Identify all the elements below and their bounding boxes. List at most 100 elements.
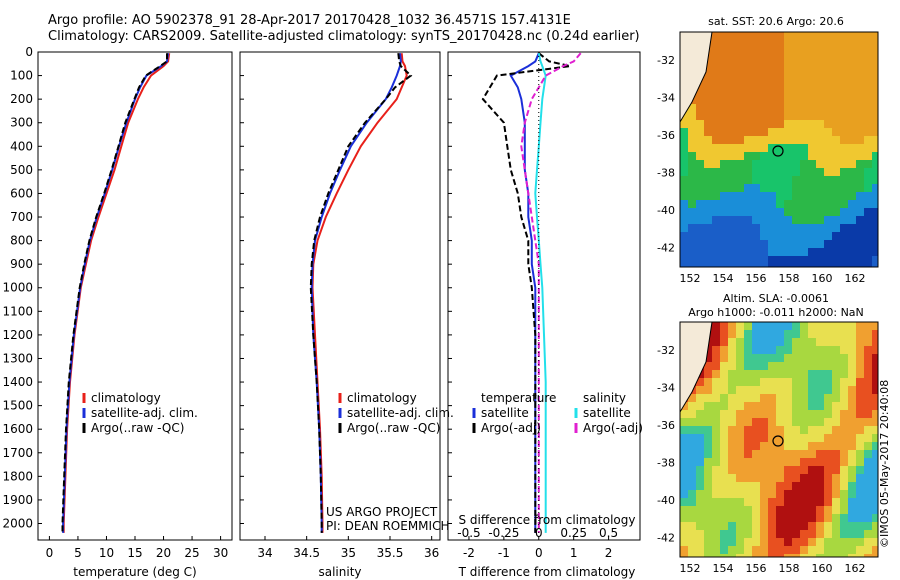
top-x-tick-label: -0.25 [488,526,519,540]
sla-map-title-line2: Argo h1000: -0.011 h2000: NaN [688,306,864,319]
depth-tick-label: 600 [10,186,33,200]
x-tick-label: 10 [99,546,114,560]
x-tick-label: 1 [570,546,578,560]
sst-map-lat-tick: -38 [657,167,675,180]
x-tick-label: 0 [535,546,543,560]
x-tick-label: 36 [424,546,439,560]
x-tick-label: 5 [74,546,82,560]
top-x-tick-label: 0.5 [599,526,618,540]
x-tick-label: 15 [127,546,142,560]
depth-tick-label: 200 [10,92,33,106]
x-tick-label: 34 [257,546,272,560]
plot-frame-salinity-profile [239,51,441,541]
x-tick-label: -2 [463,546,475,560]
depth-tick-label: 1200 [2,328,33,342]
sla-map-lat-tick: -32 [657,344,675,357]
argo-float-location-marker [772,435,784,447]
x-axis-label-t-difference: T difference from climatology [458,565,636,579]
credit-timestamp: ©IMOS 05-May-2017 20:40:08 [878,379,891,548]
legend-temperature-label: Argo(..raw -QC) [91,421,184,435]
sst-map-lat-tick: -34 [657,92,675,105]
depth-tick-label: 1400 [2,375,33,389]
depth-tick-label: 1700 [2,446,33,460]
legend-title-temperature: temperature [481,391,556,405]
x-tick-label: 25 [184,546,199,560]
sla-map-lon-tick: 154 [713,562,734,575]
sst-map-lon-tick: 160 [812,272,833,285]
sla-map-lat-tick: -38 [657,457,675,470]
series-line-argo-raw-qc- [309,53,413,533]
legend-title-salinity: salinity [583,391,626,405]
sla-map-lat-tick: -42 [657,532,675,545]
x-tick-label: 2 [605,546,613,560]
sst-map-lat-tick: -32 [657,54,675,67]
series-line-salinity-satellite [534,52,547,533]
sst-map-title: sat. SST: 20.6 Argo: 20.6 [708,15,844,28]
x-axis-label-salinity: salinity [318,565,361,579]
sla-map-frame [679,321,879,558]
sla-map-lat-tick: -40 [657,494,675,507]
x-tick-label: 34.5 [293,546,320,560]
depth-tick-label: 1900 [2,493,33,507]
sla-map-field [680,322,878,557]
legend-diff-temperature-label: Argo(-adj) [481,421,541,435]
depth-tick-label: 500 [10,163,33,177]
legend-salinity-label: Argo(..raw -QC) [347,421,440,435]
depth-tick-label: 1000 [2,281,33,295]
depth-tick-label: 1500 [2,399,33,413]
depth-tick-label: 400 [10,139,33,153]
sla-map-lat-tick: -34 [657,382,675,395]
sst-map-lon-tick: 156 [746,272,767,285]
x-axis-label-s-difference: S difference from climatology [459,513,636,527]
sla-map-lon-tick: 160 [812,562,833,575]
plot-frame-temperature-profile [37,51,233,541]
depth-tick-label: 1800 [2,469,33,483]
x-tick-label: 0 [46,546,54,560]
depth-tick-label: 1300 [2,351,33,365]
figure-title-line1: Argo profile: AO 5902378_91 28-Apr-2017 … [48,13,571,28]
depth-tick-label: 700 [10,210,33,224]
top-x-tick-label: -0.5 [457,526,480,540]
plot-frame-difference-profile [447,51,641,541]
depth-tick-label: 100 [10,69,33,83]
legend-diff-salinity-label: satellite [583,406,631,420]
sla-map-lon-tick: 152 [680,562,701,575]
depth-tick-label: 2000 [2,516,33,530]
series-line-satellite-adj-clim- [310,53,402,533]
annotation-pi: PI: DEAN ROEMMICH [326,519,449,533]
sla-map-lon-tick: 162 [845,562,866,575]
legend-temperature-label: climatology [91,391,161,405]
x-tick-label: 35.5 [377,546,404,560]
x-tick-label: 20 [156,546,171,560]
x-tick-label: 35 [341,546,356,560]
sla-map-lon-tick: 158 [779,562,800,575]
sst-map-lon-tick: 158 [779,272,800,285]
series-line-argo-raw-qc- [61,53,168,533]
depth-tick-label: 300 [10,116,33,130]
sst-map-lon-tick: 154 [713,272,734,285]
depth-tick-label: 1100 [2,304,33,318]
depth-tick-label: 0 [25,45,33,59]
sst-map-lat-tick: -42 [657,242,675,255]
x-axis-label-temperature: temperature (deg C) [73,565,196,579]
depth-tick-label: 800 [10,234,33,248]
legend-temperature-label: satellite-adj. clim. [91,406,198,420]
top-x-tick-label: 0.25 [560,526,587,540]
sst-map-lat-tick: -40 [657,204,675,217]
top-x-tick-label: 0 [535,526,543,540]
series-line-temperature-argo-adj- [481,52,571,533]
figure-title-line2: Climatology: CARS2009. Satellite-adjuste… [48,29,640,44]
sst-map-field [680,32,878,267]
argo-float-location-marker [772,145,784,157]
depth-tick-label: 900 [10,257,33,271]
annotation-project: US ARGO PROJECT [326,505,438,519]
sst-map-lon-tick: 152 [680,272,701,285]
x-tick-label: -1 [498,546,510,560]
legend-salinity-label: climatology [347,391,417,405]
series-line-climatology [311,53,408,533]
sla-map-lat-tick: -36 [657,419,675,432]
depth-tick-label: 1600 [2,422,33,436]
series-line-salinity-argo-adj- [520,52,582,533]
sst-map-lat-tick: -36 [657,129,675,142]
